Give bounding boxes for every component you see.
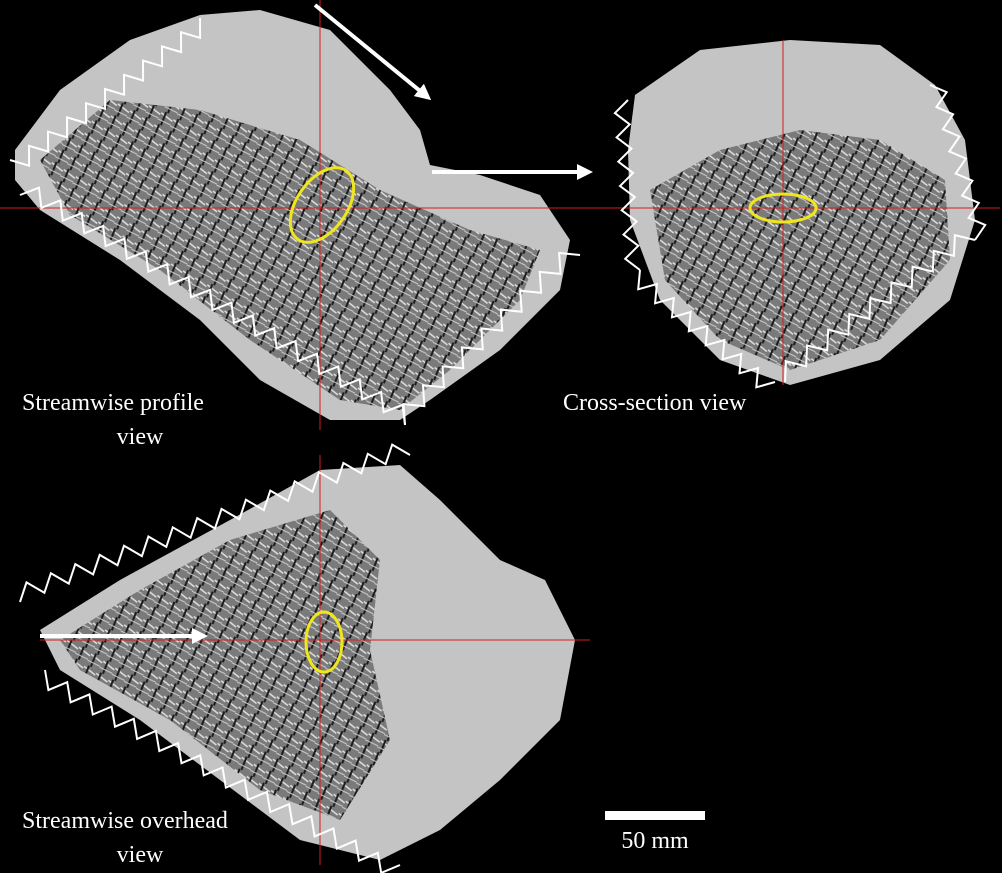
panel-label: Streamwise overhead bbox=[22, 808, 228, 834]
cross-section-panel bbox=[590, 40, 1000, 385]
scale-bar bbox=[605, 811, 705, 820]
panel-label: view bbox=[117, 424, 164, 450]
profile-panel bbox=[0, 0, 590, 430]
panel-label: Cross-section view bbox=[563, 390, 747, 416]
panel-label: Streamwise profile bbox=[22, 390, 204, 416]
overhead-panel bbox=[40, 455, 590, 865]
figure: Streamwise profile view Cross-section vi… bbox=[0, 0, 1002, 873]
panel-label: view bbox=[117, 842, 164, 868]
page: Streamwise profile view Cross-section vi… bbox=[0, 0, 1002, 873]
scale-label: 50 mm bbox=[621, 828, 689, 854]
